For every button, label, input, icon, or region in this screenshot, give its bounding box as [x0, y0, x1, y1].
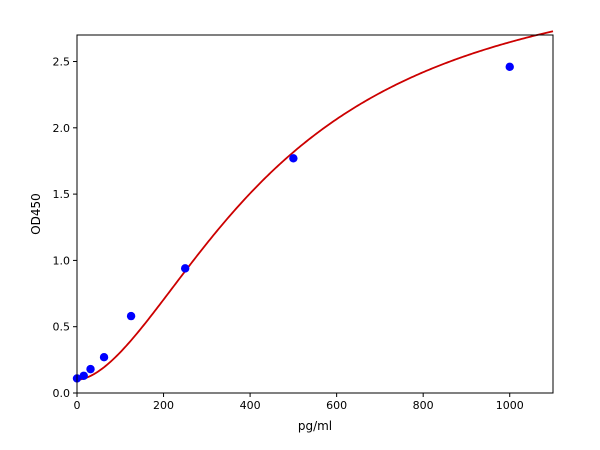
- x-tick-label: 0: [74, 399, 81, 412]
- x-tick-label: 1000: [496, 399, 524, 412]
- data-points-layer: [72, 62, 514, 383]
- y-tick-label: 1.5: [53, 188, 71, 201]
- y-tick-label: 2.5: [53, 56, 71, 69]
- data-point: [289, 154, 298, 163]
- plot-frame: [76, 34, 554, 394]
- y-tick-label: 0.0: [53, 387, 71, 400]
- y-tick-label: 0.5: [53, 321, 71, 334]
- x-tick-label: 800: [413, 399, 434, 412]
- fit-curve-line: [76, 30, 554, 381]
- y-axis-ticks: 0.0 0.5 1.0 1.5 2.0 2.5: [53, 56, 77, 400]
- data-point: [86, 364, 95, 374]
- fit-curve-layer: [76, 30, 554, 381]
- data-point: [79, 371, 88, 380]
- y-axis-label: OD450: [29, 193, 43, 235]
- data-point: [126, 311, 136, 321]
- x-tick-label: 200: [153, 399, 174, 412]
- y-tick-label: 1.0: [53, 254, 71, 267]
- y-tick-label: 2.0: [53, 122, 71, 135]
- data-point: [505, 62, 514, 72]
- data-point: [180, 264, 190, 273]
- x-axis-ticks: 0 200 400 600 800 1000: [74, 393, 524, 412]
- x-axis-label: pg/ml: [298, 419, 332, 433]
- x-tick-label: 600: [326, 399, 347, 412]
- x-tick-label: 400: [240, 399, 261, 412]
- data-point: [99, 353, 109, 362]
